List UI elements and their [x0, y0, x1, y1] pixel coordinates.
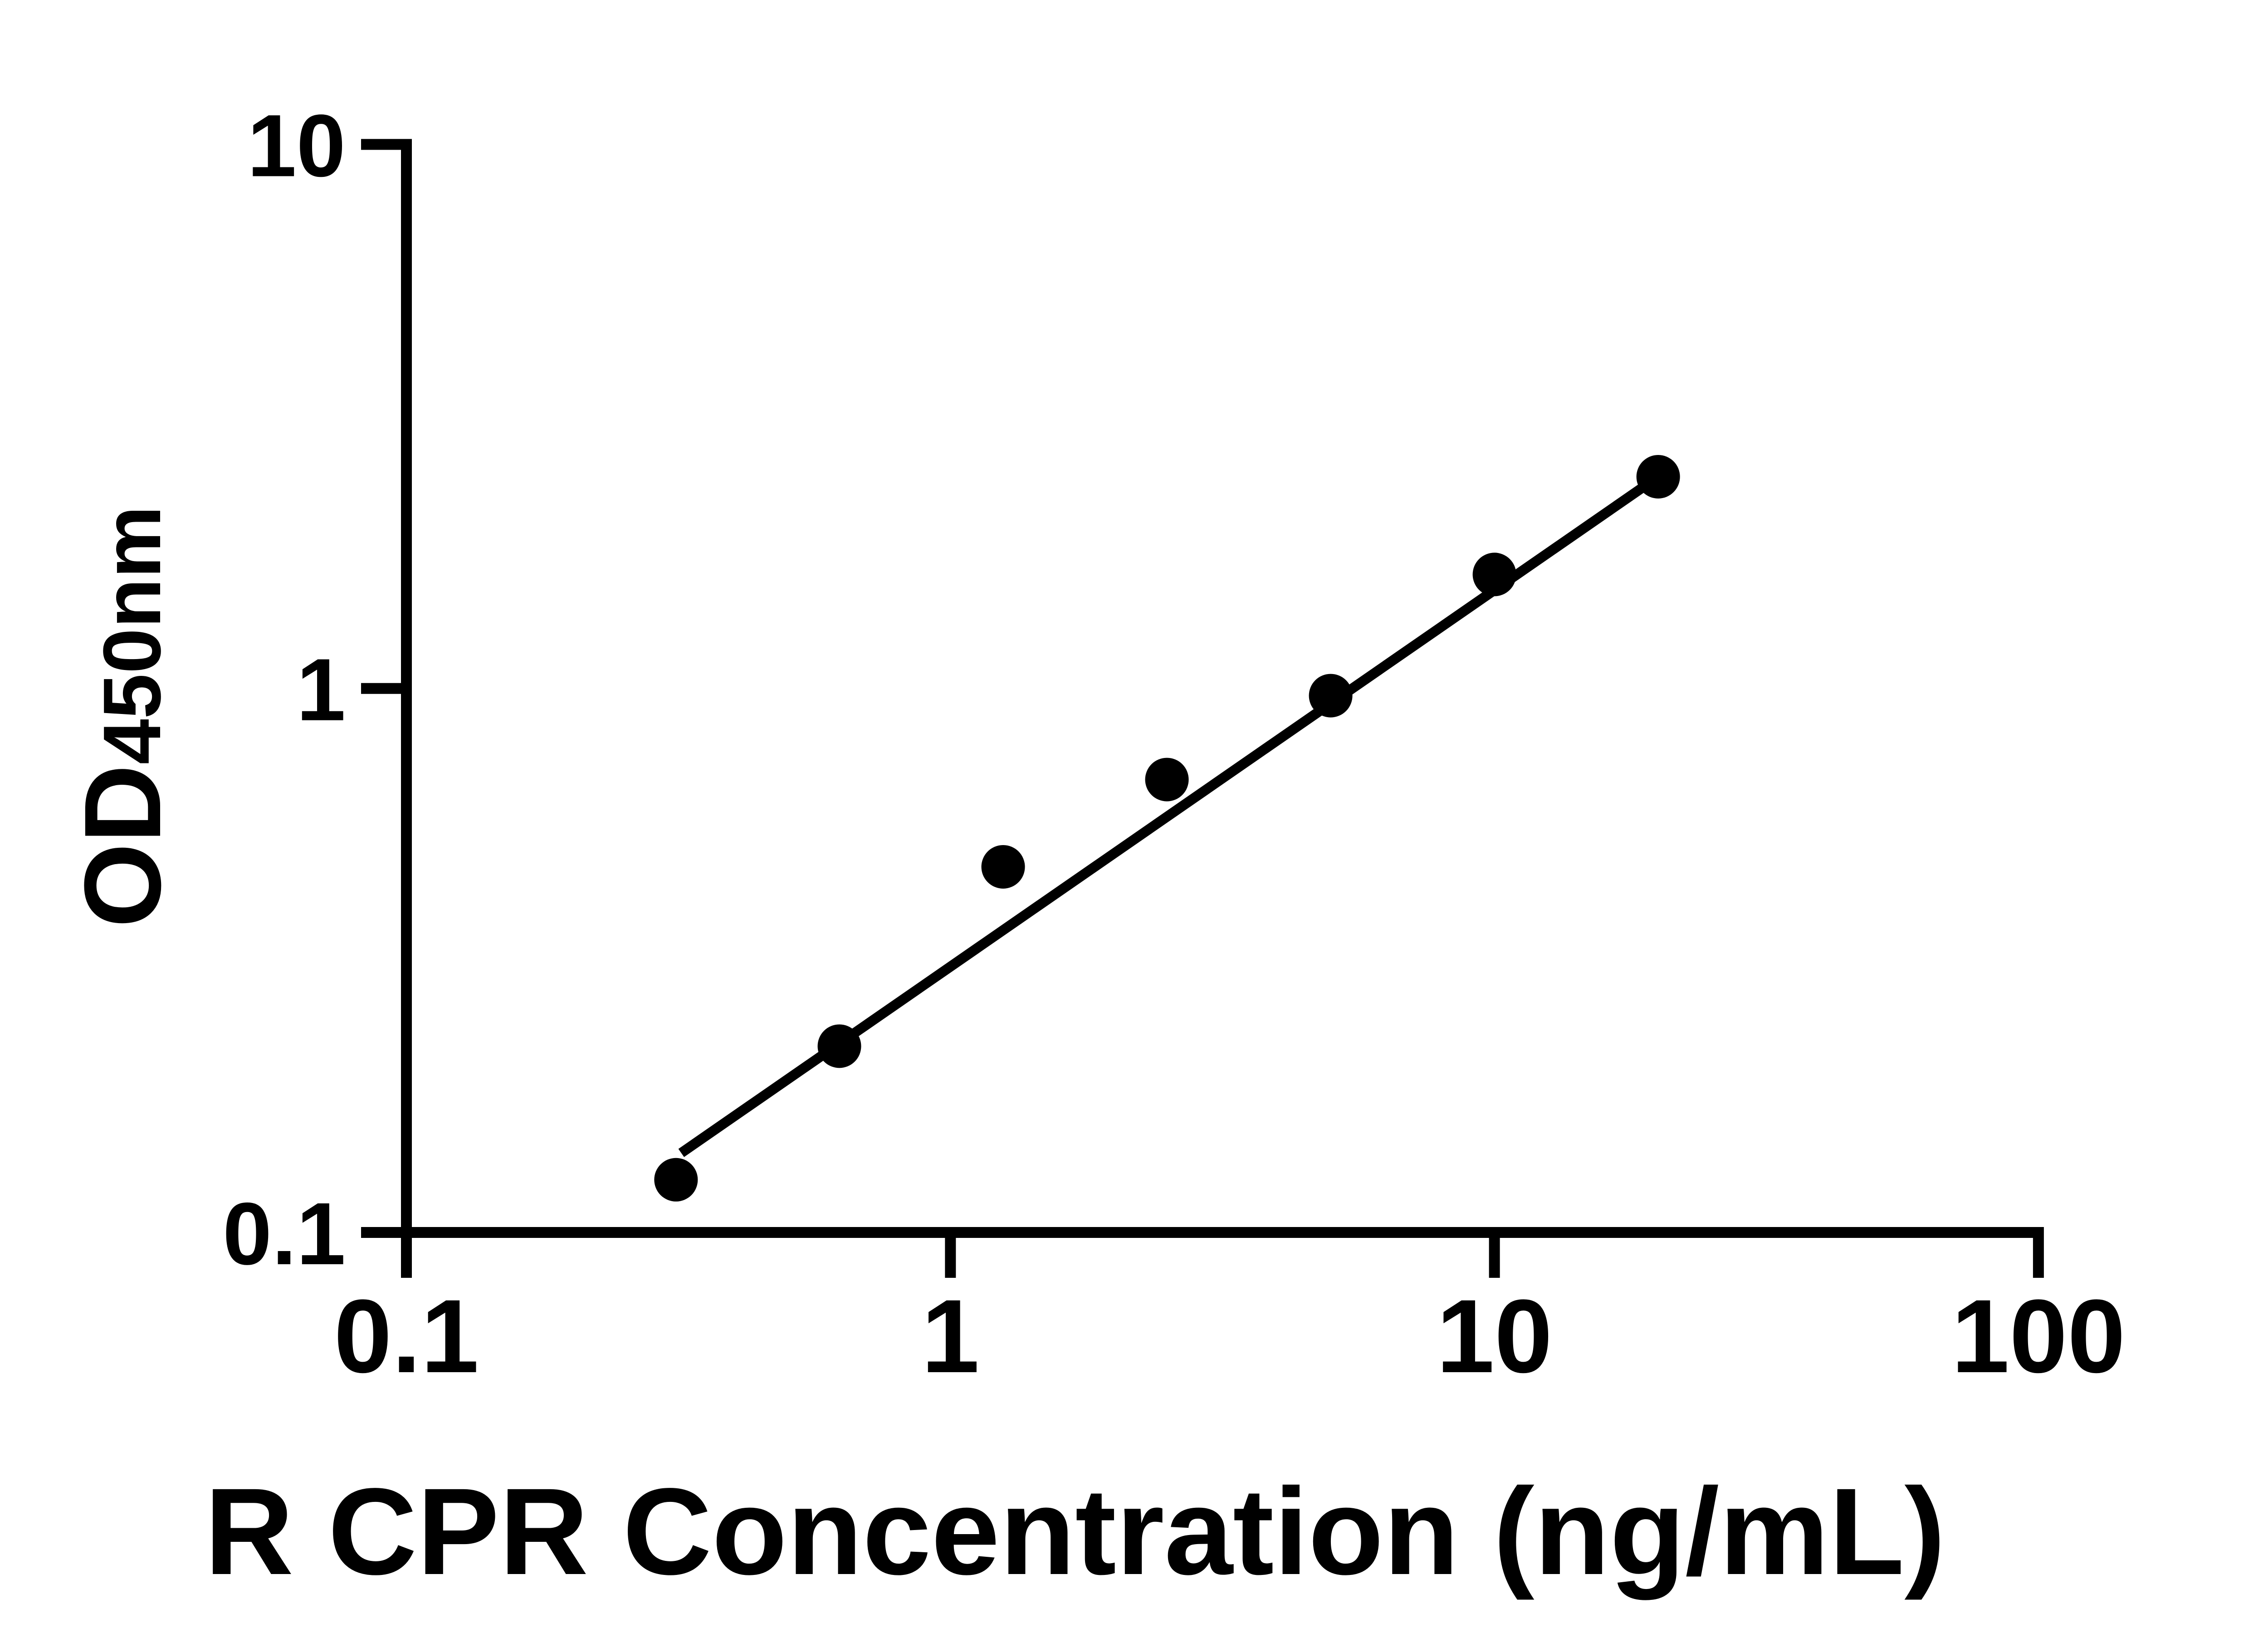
y-axis-title-sub: 450nm	[87, 505, 178, 765]
data-point	[654, 1158, 698, 1202]
data-point	[817, 1024, 861, 1068]
data-point	[1636, 455, 1680, 499]
y-axis-title-main: OD	[62, 764, 183, 928]
x-tick-label-0.1: 0.1	[334, 1278, 479, 1394]
y-axis-title: OD 450nm	[62, 445, 213, 989]
data-point	[981, 845, 1025, 889]
x-axis-title: R CPR Concentration (ng/mL)	[204, 1462, 1946, 1600]
data-point	[1309, 674, 1353, 718]
x-tick-label-1: 1	[921, 1278, 979, 1394]
data-point	[1472, 552, 1516, 596]
y-tick-label-10: 10	[247, 96, 346, 195]
x-tick-label-10: 10	[1437, 1278, 1553, 1394]
y-tick-label-0.1: 0.1	[223, 1184, 346, 1283]
y-tick-label-1: 1	[297, 640, 346, 739]
data-point	[1145, 758, 1189, 802]
x-tick-label-100: 100	[1951, 1278, 2126, 1394]
